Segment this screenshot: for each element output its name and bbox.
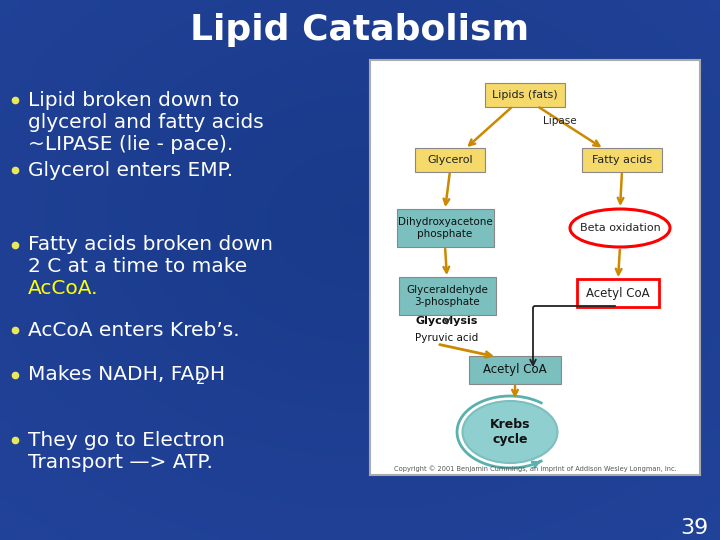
Ellipse shape: [570, 209, 670, 247]
Text: Transport —> ATP.: Transport —> ATP.: [28, 453, 213, 471]
Text: Fatty acids: Fatty acids: [592, 155, 652, 165]
Text: Acetyl CoA: Acetyl CoA: [483, 363, 546, 376]
Text: Lipid broken down to: Lipid broken down to: [28, 91, 239, 110]
Text: cycle: cycle: [492, 434, 528, 447]
Text: AcCoA.: AcCoA.: [28, 280, 99, 299]
Text: Glycolysis: Glycolysis: [416, 316, 478, 326]
Text: 2 C at a time to make: 2 C at a time to make: [28, 258, 247, 276]
Text: They go to Electron: They go to Electron: [28, 430, 225, 449]
Ellipse shape: [462, 401, 557, 463]
Text: Glycerol enters EMP.: Glycerol enters EMP.: [28, 160, 233, 179]
FancyBboxPatch shape: [370, 60, 700, 475]
Text: AcCoA enters Kreb’s.: AcCoA enters Kreb’s.: [28, 321, 240, 340]
Text: Fatty acids broken down: Fatty acids broken down: [28, 235, 273, 254]
Text: Lipase: Lipase: [543, 116, 577, 126]
Text: 39: 39: [680, 518, 708, 538]
FancyBboxPatch shape: [397, 209, 493, 247]
Text: Glyceraldehyde
3-phosphate: Glyceraldehyde 3-phosphate: [406, 285, 488, 307]
Text: Makes NADH, FADH: Makes NADH, FADH: [28, 366, 225, 384]
Text: Acetyl CoA: Acetyl CoA: [586, 287, 650, 300]
Text: Copyright © 2001 Benjamin Cummings, an imprint of Addison Wesley Longman, Inc.: Copyright © 2001 Benjamin Cummings, an i…: [394, 465, 676, 472]
Text: Lipid Catabolism: Lipid Catabolism: [190, 13, 530, 47]
FancyBboxPatch shape: [485, 83, 565, 107]
Text: Dihydroxyacetone
phosphate: Dihydroxyacetone phosphate: [397, 217, 492, 239]
Text: Lipids (fats): Lipids (fats): [492, 90, 558, 100]
Text: 2: 2: [196, 372, 205, 387]
Text: glycerol and fatty acids: glycerol and fatty acids: [28, 112, 264, 132]
FancyBboxPatch shape: [415, 148, 485, 172]
Text: Beta oxidation: Beta oxidation: [580, 223, 660, 233]
FancyBboxPatch shape: [398, 277, 495, 315]
Text: Pyruvic acid: Pyruvic acid: [415, 333, 479, 343]
FancyBboxPatch shape: [469, 356, 561, 384]
FancyBboxPatch shape: [577, 279, 659, 307]
Text: Krebs: Krebs: [490, 418, 530, 431]
Text: ~LIPASE (lie - pace).: ~LIPASE (lie - pace).: [28, 134, 233, 153]
Text: Glycerol: Glycerol: [427, 155, 473, 165]
FancyBboxPatch shape: [582, 148, 662, 172]
